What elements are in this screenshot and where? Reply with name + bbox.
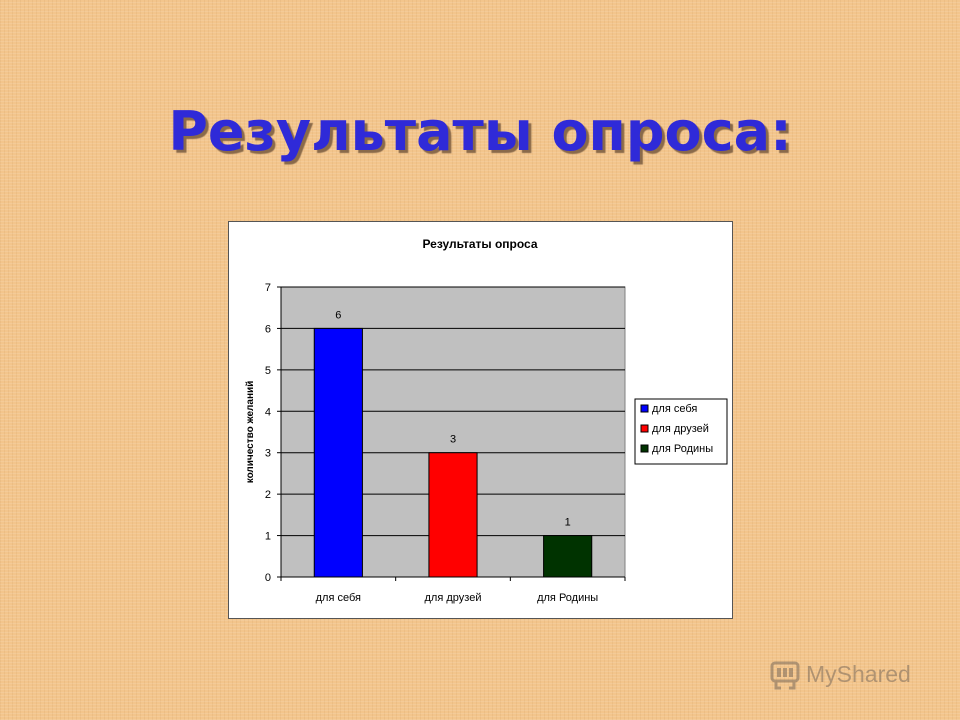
bar-2 — [428, 452, 478, 578]
legend-swatch — [640, 444, 649, 453]
legend-entry: для себя — [652, 403, 697, 415]
legend-swatch — [640, 424, 649, 433]
bar-chart: Результаты опроса 0 1 2 3 4 5 6 7 для себя для д… — [245, 237, 728, 604]
bar-3 — [543, 535, 593, 578]
bar-1 — [313, 327, 363, 578]
watermark: MyShared — [768, 656, 911, 692]
legend-entry: для Родины — [652, 443, 713, 455]
y-tick-label: 4 — [265, 406, 271, 418]
y-tick-label: 6 — [265, 323, 271, 335]
y-tick-label: 1 — [265, 531, 271, 543]
axes — [277, 286, 626, 581]
watermark-text: MyShared — [806, 660, 911, 687]
data-label: 3 — [450, 434, 456, 446]
x-tick-labels: для себя для друзей для Родины — [316, 592, 599, 604]
x-tick-label: для себя — [316, 592, 361, 604]
y-tick-label: 7 — [265, 282, 271, 294]
legend: для себя для друзей для Родины — [634, 398, 728, 465]
y-tick-label: 2 — [265, 489, 271, 501]
legend-entry: для друзей — [652, 423, 709, 435]
data-labels: 6 3 1 — [335, 309, 570, 528]
y-tick-label: 0 — [265, 572, 271, 584]
slide-title: Результаты опроса: — [168, 100, 792, 163]
x-tick-label: для Родины — [537, 592, 598, 604]
data-label: 6 — [335, 309, 341, 321]
bars — [313, 327, 593, 578]
x-tick-label: для друзей — [425, 592, 482, 604]
y-axis-label: количество желаний — [245, 381, 256, 484]
y-tick-labels: 0 1 2 3 4 5 6 7 — [265, 282, 271, 584]
chart-frame: Результаты опроса 0 1 2 3 4 5 6 7 для себя для д… — [228, 221, 733, 619]
myshared-logo-icon — [770, 661, 800, 690]
y-tick-label: 5 — [265, 365, 271, 377]
legend-box — [634, 398, 728, 465]
data-label: 1 — [565, 517, 571, 529]
y-tick-label: 3 — [265, 448, 271, 460]
chart-title: Результаты опроса — [422, 237, 537, 251]
legend-swatch — [640, 404, 649, 413]
